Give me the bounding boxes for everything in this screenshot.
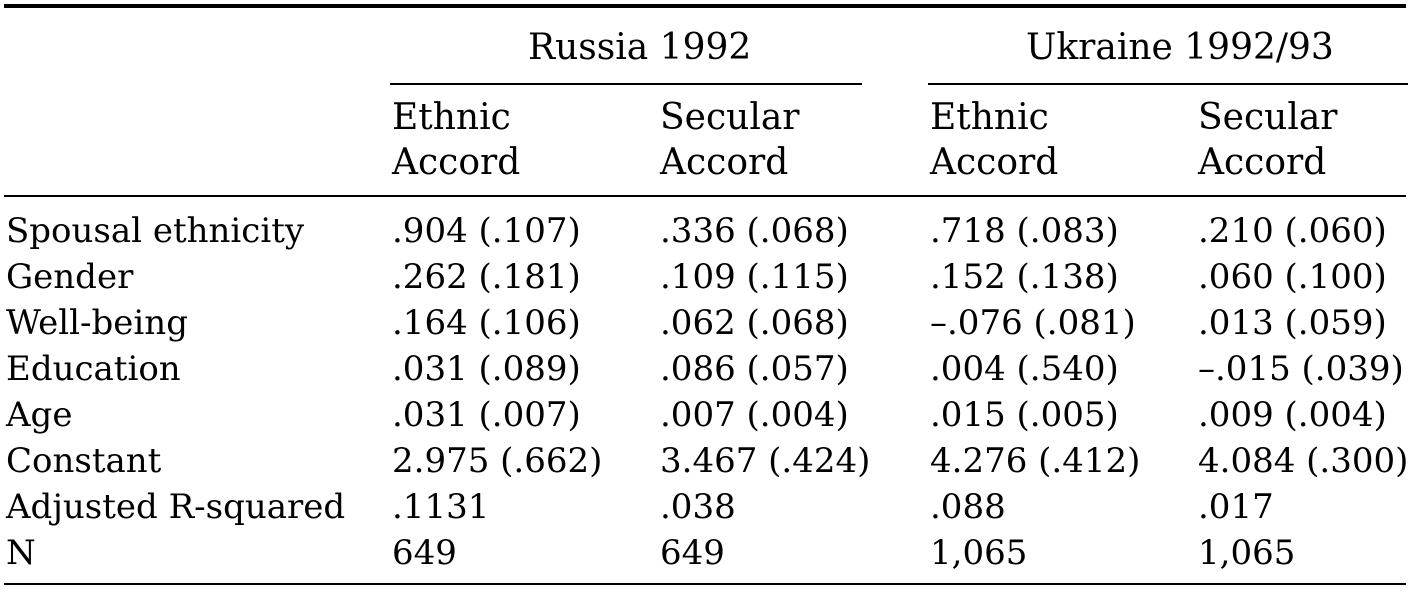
table-cell: .262 (.181): [392, 257, 581, 297]
table-cell: .164 (.106): [392, 303, 581, 343]
table-cell: .031 (.007): [392, 395, 581, 435]
table-cell: 2.975 (.662): [392, 441, 603, 481]
group-header-ukraine: Ukraine 1992/93: [1026, 27, 1334, 68]
column-header-ukraine-ethnic: Ethnic Accord: [930, 95, 1058, 185]
table-cell: .088: [930, 487, 1006, 527]
group-header-russia: Russia 1992: [528, 27, 752, 68]
table-cell: .109 (.115): [660, 257, 849, 297]
column-header-line: Accord: [930, 142, 1059, 183]
row-label: Education: [6, 349, 181, 389]
group-rule-russia: [390, 83, 862, 85]
table-cell: 3.467 (.424): [660, 441, 871, 481]
column-header-line: Accord: [660, 142, 789, 183]
table-cell: 649: [392, 533, 457, 573]
table-cell: .210 (.060): [1198, 211, 1387, 251]
table-cell: 1,065: [930, 533, 1028, 573]
table-cell: 649: [660, 533, 725, 573]
column-header-line: Secular: [1198, 97, 1338, 138]
column-header-line: Accord: [392, 142, 521, 183]
table-cell: .015 (.005): [930, 395, 1119, 435]
row-label: Age: [6, 395, 73, 435]
table-cell: .007 (.004): [660, 395, 849, 435]
table-cell: –.015 (.039): [1198, 349, 1404, 389]
column-header-russia-secular: Secular Accord: [660, 95, 800, 185]
table-cell: 1,065: [1198, 533, 1296, 573]
column-header-line: Ethnic: [930, 97, 1049, 138]
table-cell: .1131: [392, 487, 490, 527]
column-header-ukraine-secular: Secular Accord: [1198, 95, 1338, 185]
table-cell: .031 (.089): [392, 349, 581, 389]
row-label: N: [6, 533, 36, 573]
column-header-line: Ethnic: [392, 97, 511, 138]
table-bottom-rule: [4, 583, 1406, 585]
row-label: Gender: [6, 257, 134, 297]
row-label: Adjusted R-squared: [6, 487, 346, 527]
table-cell: .060 (.100): [1198, 257, 1387, 297]
table-cell: .152 (.138): [930, 257, 1119, 297]
table-cell: –.076 (.081): [930, 303, 1136, 343]
header-bottom-rule: [4, 195, 1406, 197]
row-label: Constant: [6, 441, 162, 481]
table-cell: 4.276 (.412): [930, 441, 1141, 481]
column-header-line: Accord: [1198, 142, 1327, 183]
row-label: Well-being: [6, 303, 188, 343]
table-cell: .017: [1198, 487, 1274, 527]
row-label: Spousal ethnicity: [6, 211, 305, 251]
table-cell: .013 (.059): [1198, 303, 1387, 343]
table-cell: .009 (.004): [1198, 395, 1387, 435]
column-header-russia-ethnic: Ethnic Accord: [392, 95, 520, 185]
column-header-line: Secular: [660, 97, 800, 138]
table-cell: .904 (.107): [392, 211, 581, 251]
table-cell: .038: [660, 487, 736, 527]
table-cell: .718 (.083): [930, 211, 1119, 251]
table-cell: .062 (.068): [660, 303, 849, 343]
group-rule-ukraine: [928, 83, 1408, 85]
table-cell: .336 (.068): [660, 211, 849, 251]
table-top-rule: [4, 4, 1406, 8]
table-cell: .086 (.057): [660, 349, 849, 389]
table-cell: 4.084 (.300): [1198, 441, 1409, 481]
table-cell: .004 (.540): [930, 349, 1119, 389]
